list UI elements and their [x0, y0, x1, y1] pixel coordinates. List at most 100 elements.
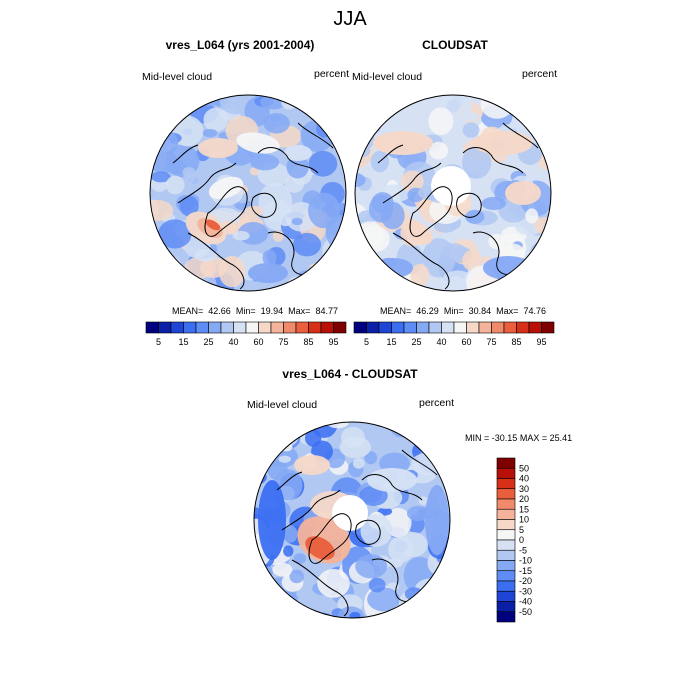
panel3-left-label: Mid-level cloud [247, 399, 318, 411]
panel2-colorbar-swatch [453, 321, 467, 334]
panel1-colorbar-swatch [245, 321, 259, 334]
panel3-colorbar-swatch [496, 570, 516, 582]
panel3-colorbar-tick-label: 0 [519, 535, 524, 545]
panel3-colorbar-tick-label: -50 [519, 607, 532, 617]
panel1-colorbar-tick-label: 25 [203, 337, 213, 347]
panel1-colorbar-swatch [170, 321, 184, 334]
panel3-stats: MIN = -30.15 MAX = 25.41 [465, 433, 573, 443]
panel1-colorbar-tick-label: 60 [253, 337, 263, 347]
panel2-polar-map [354, 94, 552, 292]
panel2-colorbar-swatch [503, 321, 517, 334]
panel3-right-label: percent [419, 397, 455, 409]
panel2-colorbar-tick-label: 60 [461, 337, 471, 347]
panel3-colorbar-swatch [496, 478, 516, 490]
panel1-colorbar-swatch [183, 321, 197, 334]
panel2-colorbar-swatch [541, 321, 555, 334]
panel1-colorbar-swatch [270, 321, 284, 334]
panel3-colorbar-tick-label: -5 [519, 545, 527, 555]
panel3-colorbar-swatch [496, 580, 516, 592]
panel3-colorbar-tick-label: -15 [519, 566, 532, 576]
panel1-colorbar-tick-label: 85 [303, 337, 313, 347]
panel2-colorbar-swatch [441, 321, 455, 334]
panel1-colorbar-swatch [258, 321, 272, 334]
panel3-title: vres_L064 - CLOUDSAT [282, 367, 418, 381]
panel1-colorbar-swatch [333, 321, 347, 334]
panel2-left-label: Mid-level cloud [352, 71, 423, 83]
panel2-colorbar-swatch [478, 321, 492, 334]
panel2-colorbar-swatch [516, 321, 530, 334]
panel3-colorbar-swatch [496, 498, 516, 510]
panel1-colorbar-tick-label: 75 [278, 337, 288, 347]
panel3-colorbar-swatch [496, 601, 516, 613]
panel1-colorbar-swatch [308, 321, 322, 334]
panel3-colorbar-tick-label: 40 [519, 474, 529, 484]
panel3-colorbar-tick-label: 30 [519, 484, 529, 494]
panel2-title: CLOUDSAT [422, 38, 488, 52]
panel1-colorbar-tick-label: 95 [328, 337, 338, 347]
panel1-colorbar-tick-label: 40 [228, 337, 238, 347]
panel1-colorbar-swatch [295, 321, 309, 334]
panel2-colorbar-swatch [403, 321, 417, 334]
panel2-colorbar-swatch [466, 321, 480, 334]
panel2-colorbar-swatch [528, 321, 542, 334]
panel3-colorbar-tick-label: 20 [519, 494, 529, 504]
panel1-colorbar-swatch [145, 321, 159, 334]
panel3-colorbar-swatch [496, 529, 516, 541]
panel3-colorbar-swatch [496, 549, 516, 561]
panel2-colorbar-tick-label: 25 [411, 337, 421, 347]
panel1-title: vres_L064 (yrs 2001-2004) [165, 38, 315, 52]
panel2-map-border [354, 94, 552, 292]
panel3-colorbar-swatch [496, 488, 516, 500]
panel3-colorbar-tick-label: 50 [519, 463, 529, 473]
panel1-colorbar-swatch [208, 321, 222, 334]
panel1-left-label: Mid-level cloud [142, 71, 213, 83]
panel1-colorbar-swatch [220, 321, 234, 334]
panel3-colorbar-tick-label: -30 [519, 586, 532, 596]
panel3-colorbar-swatch [496, 519, 516, 531]
panel3-colorbar-swatch [496, 508, 516, 520]
panel1-right-label: percent [314, 68, 350, 80]
panel2-colorbar-tick-label: 15 [386, 337, 396, 347]
page-title: JJA [333, 8, 367, 30]
panel2-colorbar: 5 15 25 40 60 75 85 95 [353, 321, 555, 347]
panel1-colorbar-swatch [233, 321, 247, 334]
panel3-colorbar-swatch [496, 590, 516, 602]
panel1-polar-map [149, 94, 347, 292]
panel3-colorbar-swatch [496, 539, 516, 551]
panel2-colorbar-tick-label: 85 [511, 337, 521, 347]
panel2-right-label: percent [522, 68, 558, 80]
panel1-colorbar-swatch [158, 321, 172, 334]
panel1-map-border [149, 94, 347, 292]
panel3-colorbar-tick-label: -10 [519, 556, 532, 566]
panel2-colorbar-swatch [491, 321, 505, 334]
panel3-colorbar-tick-label: 5 [519, 525, 524, 535]
panel3-colorbar-swatch [496, 611, 516, 623]
panel3-polar-map [253, 421, 451, 619]
panel3-colorbar-swatch [496, 560, 516, 572]
panel3-colorbar-tick-label: -40 [519, 597, 532, 607]
panel2-colorbar-swatch [391, 321, 405, 334]
panel3-colorbar-tick-label: 10 [519, 515, 529, 525]
panel3-colorbar-swatch [496, 457, 516, 469]
panel2-stats: MEAN= 46.29 Min= 30.84 Max= 74.76 [380, 306, 546, 316]
panel2-colorbar-tick-label: 40 [436, 337, 446, 347]
panel2-colorbar-swatch [378, 321, 392, 334]
panel1-colorbar-swatch [320, 321, 334, 334]
panel1-stats: MEAN= 42.66 Min= 19.94 Max= 84.77 [172, 306, 338, 316]
panel2-colorbar-swatch [366, 321, 380, 334]
panel1-colorbar-tick-label: 15 [178, 337, 188, 347]
panel1-colorbar-swatch [283, 321, 297, 334]
panel2-colorbar-tick-label: 95 [536, 337, 546, 347]
panel2-colorbar-swatch [428, 321, 442, 334]
panel3-colorbar-swatch [496, 467, 516, 479]
panel2-colorbar-tick-label: 75 [486, 337, 496, 347]
panel2-colorbar-swatch [353, 321, 367, 334]
panel3-map-border [253, 421, 451, 619]
panel1-colorbar: 5 15 25 40 60 75 85 95 [145, 321, 347, 347]
panel3-colorbar-tick-label: 15 [519, 504, 529, 514]
panel2-colorbar-tick-label: 5 [364, 337, 369, 347]
panel1-colorbar-tick-label: 5 [156, 337, 161, 347]
panel2-colorbar-swatch [416, 321, 430, 334]
panel1-colorbar-swatch [195, 321, 209, 334]
